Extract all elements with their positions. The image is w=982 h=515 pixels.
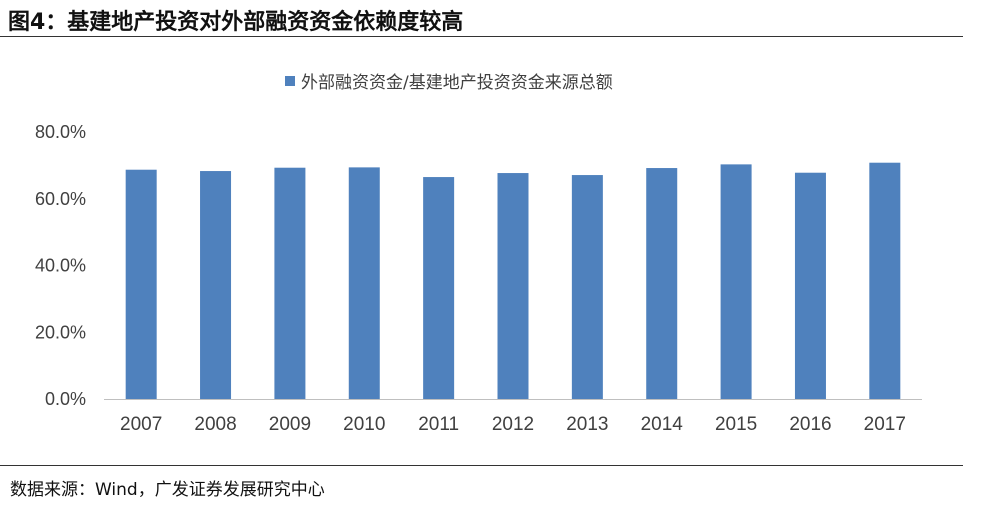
bar-chart: 外部融资资金/基建地产投资资金来源总额 0.0% 20.0% 40.0% 60.0% 8… (35, 73, 922, 435)
bar-2012 (497, 173, 529, 399)
x-tick-label: 2010 (343, 414, 385, 435)
x-tick-label: 2008 (194, 414, 236, 435)
x-tick-label: 2009 (269, 414, 311, 435)
x-tick-label: 2014 (641, 414, 684, 435)
bar-2009 (274, 167, 306, 399)
x-tick-label: 2017 (864, 414, 906, 435)
source-note: 数据来源：Wind，广发证券发展研究中心 (10, 480, 325, 500)
legend-swatch (285, 76, 295, 86)
bar-2014 (646, 168, 678, 399)
bar-2010 (348, 167, 380, 399)
title-divider (0, 36, 963, 37)
legend-label: 外部融资资金/基建地产投资资金来源总额 (301, 73, 613, 93)
x-tick-label: 2013 (566, 414, 608, 435)
y-tick-label: 0.0% (45, 389, 86, 409)
bar-2016 (794, 172, 826, 399)
bar-2008 (200, 171, 232, 399)
y-tick-label: 60.0% (35, 189, 86, 209)
x-tick-label: 2007 (120, 414, 162, 435)
x-tick-label: 2012 (492, 414, 534, 435)
y-axis-ticks: 0.0% 20.0% 40.0% 60.0% 80.0% (35, 122, 86, 409)
bars (125, 162, 901, 399)
bar-2011 (423, 177, 455, 399)
bar-2007 (125, 169, 157, 399)
source-divider (0, 465, 963, 466)
x-tick-label: 2011 (418, 414, 459, 435)
bar-2015 (720, 164, 752, 399)
x-tick-label: 2015 (715, 414, 757, 435)
x-axis-ticks: 2007 2008 2009 2010 2011 2012 2013 2014 2015 2016… (120, 414, 906, 435)
bar-2013 (571, 175, 603, 399)
figure-title: 图4：基建地产投资对外部融资资金依赖度较高 (8, 10, 464, 35)
y-tick-label: 80.0% (35, 122, 86, 142)
y-tick-label: 40.0% (35, 256, 86, 276)
x-tick-label: 2016 (789, 414, 831, 435)
bar-2017 (869, 162, 901, 399)
chart-legend: 外部融资资金/基建地产投资资金来源总额 (285, 73, 613, 93)
y-tick-label: 20.0% (35, 322, 86, 342)
